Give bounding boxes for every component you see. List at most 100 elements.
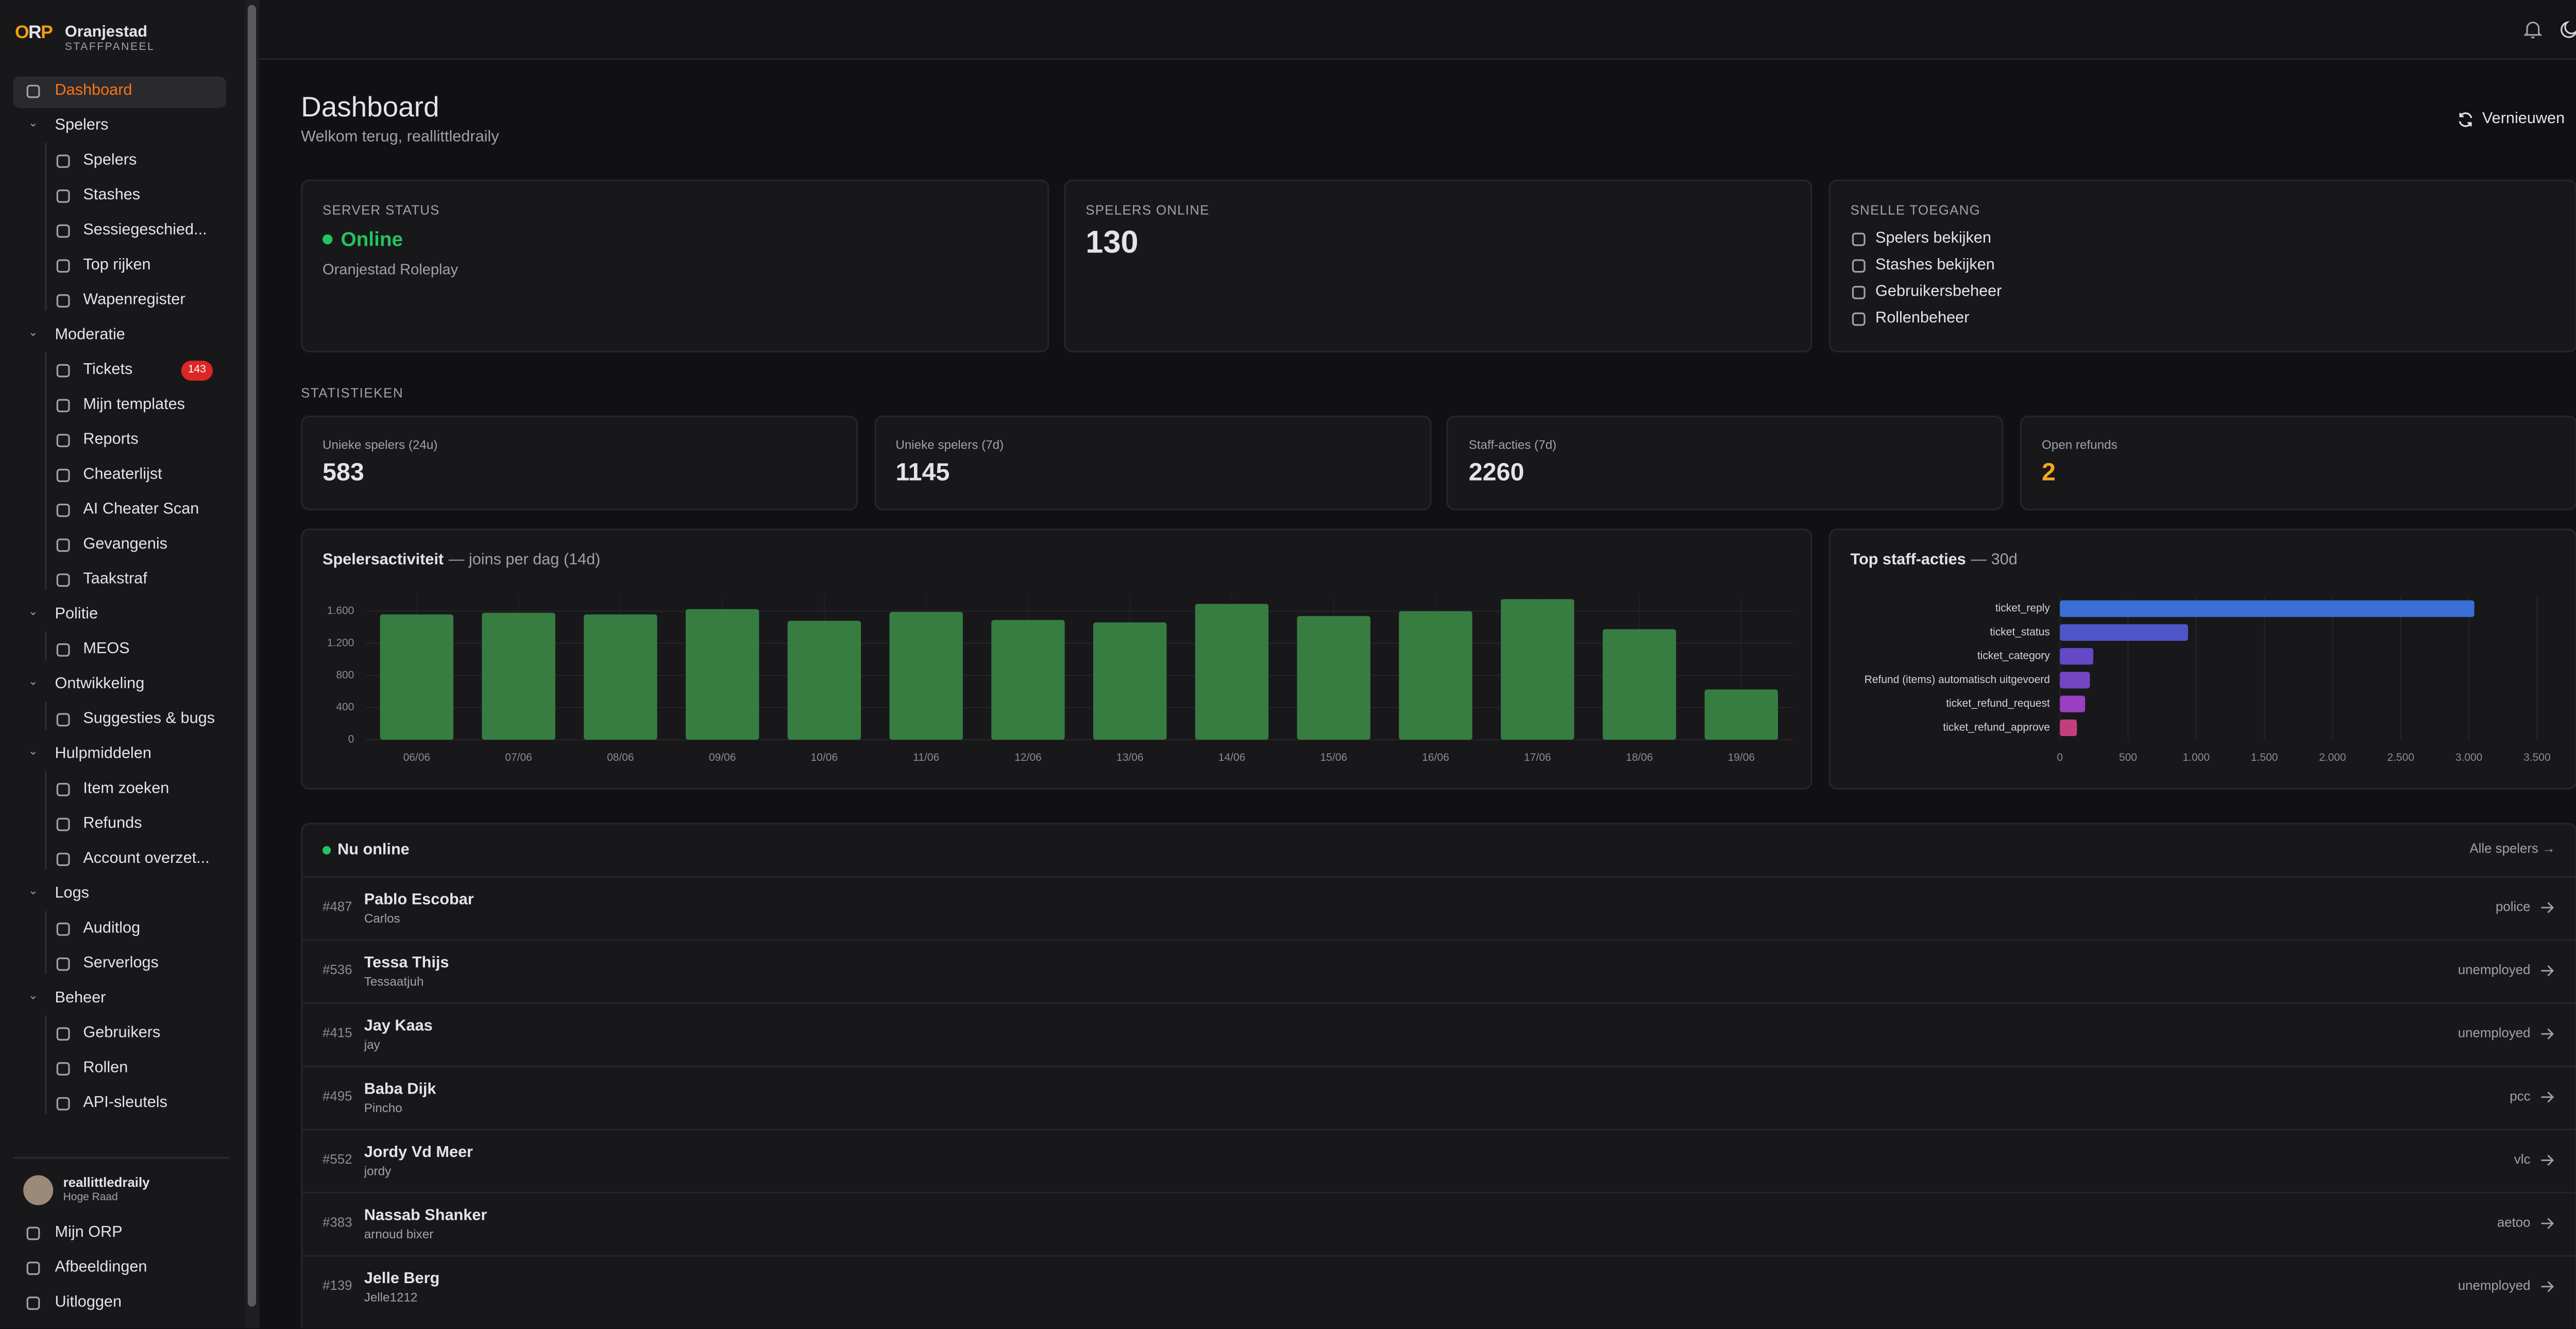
y-tick-label: 400 — [336, 701, 354, 713]
online-link[interactable]: Alle spelers → — [2469, 841, 2555, 856]
nav-item[interactable]: Gevangenis — [83, 535, 167, 554]
player-name[interactable]: Jelle Berg — [364, 1270, 440, 1288]
nav-item[interactable]: Auditlog — [83, 919, 141, 938]
player-name[interactable]: Baba Dijk — [364, 1080, 436, 1099]
nav-group[interactable]: Beheer — [55, 989, 106, 1008]
nav-item[interactable]: Stashes — [83, 186, 141, 205]
stat-card — [874, 415, 1431, 510]
player-name[interactable]: Nassab Shanker — [364, 1206, 487, 1225]
user-role: Hoge Raad — [63, 1191, 118, 1204]
nav-icon — [56, 1027, 70, 1041]
nav-item[interactable]: Reports — [83, 430, 139, 449]
row-arrow[interactable] — [2540, 1280, 2555, 1293]
bar — [685, 609, 759, 740]
bar — [1297, 616, 1370, 740]
nav-item[interactable]: Mijn templates — [83, 396, 185, 414]
nav-group[interactable]: Ontwikkeling — [55, 675, 145, 693]
stat-value: 2260 — [1468, 458, 1524, 487]
nav-icon — [56, 573, 70, 587]
nav-item[interactable]: Refunds — [83, 814, 142, 833]
x-tick-label: 500 — [2119, 752, 2137, 763]
nav-item[interactable]: Suggesties & bugs — [83, 709, 215, 728]
y-tick-label: 0 — [348, 734, 354, 745]
player-job: pcc — [2510, 1088, 2531, 1104]
x-tick-label: 18/06 — [1626, 752, 1653, 763]
quick-link[interactable]: Rollenbeheer — [1875, 309, 1970, 328]
nav-item[interactable]: Wapenregister — [83, 291, 185, 310]
card-label: SPELERS ONLINE — [1086, 202, 1210, 218]
nav-item[interactable]: Rollen — [83, 1059, 128, 1078]
sidebar — [0, 0, 245, 1328]
nav-icon — [56, 364, 70, 378]
row-arrow[interactable] — [2540, 901, 2555, 914]
online-card — [301, 823, 2576, 1328]
player-name[interactable]: Jordy Vd Meer — [364, 1144, 473, 1162]
nav-item[interactable]: MEOS — [83, 640, 130, 658]
bell-icon[interactable] — [2523, 20, 2543, 40]
bar — [2060, 648, 2094, 665]
nav-item[interactable]: Gebruikers — [83, 1024, 161, 1043]
nav-item[interactable]: Dashboard — [55, 81, 132, 100]
row-divider — [302, 939, 2575, 941]
nav-guide — [45, 911, 47, 975]
quick-link[interactable]: Stashes bekijken — [1875, 255, 1995, 275]
chart: Top staff-acties — 30d 0 500 1.000 1.500 2.000… — [1851, 551, 2551, 763]
nav-item[interactable]: Spelers — [83, 151, 137, 170]
quick-icon — [1852, 232, 1866, 246]
footer-link[interactable]: Mijn ORP — [55, 1223, 123, 1242]
footer-link[interactable]: Afbeeldingen — [55, 1258, 147, 1277]
nav-group[interactable]: Spelers — [55, 116, 109, 135]
nav-group[interactable]: Hulpmiddelen — [55, 744, 151, 763]
nav-icon — [56, 1097, 70, 1111]
y-tick-label: Refund (items) automatisch uitgevoerd — [1865, 674, 2050, 686]
nav-icon — [56, 957, 70, 971]
nav-item[interactable]: Account overzet... — [83, 849, 210, 868]
bar — [380, 614, 454, 740]
nav-icon — [56, 713, 70, 727]
nav-item[interactable]: Serverlogs — [83, 954, 159, 973]
row-arrow[interactable] — [2540, 1154, 2555, 1167]
nav-item[interactable]: Tickets — [83, 361, 133, 379]
nav-icon — [56, 434, 70, 448]
player-id: #495 — [323, 1088, 352, 1104]
active-highlight — [13, 76, 226, 108]
quick-link[interactable]: Spelers bekijken — [1875, 229, 1992, 248]
nav-group[interactable]: Politie — [55, 605, 98, 624]
nav-item[interactable]: Item zoeken — [83, 779, 170, 798]
group-chevron: ⌄ — [28, 327, 38, 339]
refresh-button[interactable]: Vernieuwen — [2482, 109, 2565, 128]
x-tick-label: 3.000 — [2455, 752, 2482, 763]
nav-item[interactable]: Top rijken — [83, 255, 151, 275]
nav-item[interactable]: Cheaterlijst — [83, 465, 162, 484]
bar — [2060, 672, 2090, 689]
theme-icon[interactable] — [2561, 20, 2576, 38]
player-name[interactable]: Tessa Thijs — [364, 954, 449, 973]
nav-item[interactable]: AI Cheater Scan — [83, 500, 199, 519]
row-arrow[interactable] — [2540, 964, 2555, 978]
nav-group[interactable]: Logs — [55, 884, 89, 903]
refresh-icon[interactable] — [2458, 111, 2474, 128]
row-divider — [302, 876, 2575, 878]
player-name[interactable]: Pablo Escobar — [364, 891, 474, 910]
stat-value: 2 — [2042, 458, 2056, 487]
player-job: vlc — [2514, 1152, 2531, 1167]
row-arrow[interactable] — [2540, 1217, 2555, 1230]
row-arrow[interactable] — [2540, 1091, 2555, 1104]
group-chevron: ⌄ — [28, 885, 38, 898]
footer-link[interactable]: Uitloggen — [55, 1293, 122, 1312]
nav-item[interactable]: Taakstraf — [83, 570, 147, 589]
chart-subtitle: — joins per dag (14d) — [449, 551, 601, 568]
scroll-thumb — [247, 5, 256, 1307]
group-chevron: ⌄ — [28, 991, 38, 1002]
online-dot — [323, 846, 331, 855]
x-tick-label: 13/06 — [1116, 752, 1143, 763]
nav-group[interactable]: Moderatie — [55, 326, 125, 344]
row-arrow[interactable] — [2540, 1027, 2555, 1041]
quick-link[interactable]: Gebruikersbeheer — [1875, 282, 2002, 301]
nav-item[interactable]: API-sleutels — [83, 1094, 167, 1112]
user-name: reallittledraily — [63, 1175, 150, 1190]
nav-item[interactable]: Sessiegeschied... — [83, 221, 207, 240]
player-name[interactable]: Jay Kaas — [364, 1017, 433, 1036]
chart-subtitle: — 30d — [1971, 551, 2018, 568]
stat-card — [1447, 415, 2004, 510]
